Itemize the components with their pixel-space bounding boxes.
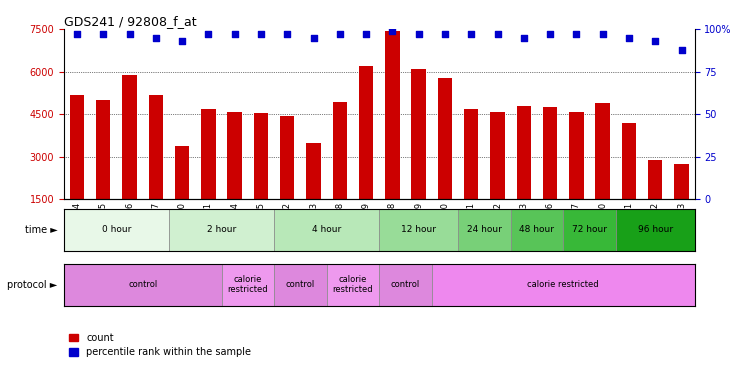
Point [571, 31, 583, 37]
Point [176, 38, 188, 44]
Point [308, 35, 320, 41]
Bar [64, 209, 169, 251]
Point [439, 31, 451, 37]
Bar [464, 109, 478, 242]
Bar [438, 78, 452, 242]
Bar [201, 109, 216, 242]
Bar [274, 264, 327, 306]
Point [544, 31, 556, 37]
Bar [412, 69, 426, 242]
Text: protocol ►: protocol ► [8, 280, 58, 290]
Text: time ►: time ► [25, 225, 58, 235]
Bar [175, 146, 189, 242]
Bar [379, 264, 432, 306]
Text: 12 hour: 12 hour [401, 225, 436, 234]
Bar [254, 113, 268, 242]
Point [492, 31, 504, 37]
Bar [96, 100, 110, 242]
Bar [64, 264, 222, 306]
Text: calorie
restricted: calorie restricted [333, 275, 373, 294]
Bar [385, 31, 400, 242]
Bar [543, 107, 557, 242]
Point [282, 31, 294, 37]
Bar [306, 143, 321, 242]
Bar [490, 112, 505, 242]
Legend: count, percentile rank within the sample: count, percentile rank within the sample [68, 333, 251, 358]
Bar [169, 209, 274, 251]
Bar [432, 264, 695, 306]
Text: control: control [286, 280, 315, 289]
Bar [674, 164, 689, 242]
Bar [648, 160, 662, 242]
Point [676, 47, 688, 53]
Bar [70, 94, 84, 242]
Bar [327, 264, 379, 306]
Bar [280, 116, 294, 242]
Text: control: control [128, 280, 157, 289]
Text: control: control [391, 280, 420, 289]
Bar [517, 106, 531, 242]
Text: calorie restricted: calorie restricted [527, 280, 599, 289]
Point [255, 31, 267, 37]
Bar [274, 209, 379, 251]
Text: 96 hour: 96 hour [638, 225, 673, 234]
Bar [228, 112, 242, 242]
Text: 2 hour: 2 hour [207, 225, 236, 234]
Bar [563, 209, 616, 251]
Point [387, 28, 399, 34]
Bar [379, 209, 458, 251]
Point [597, 31, 609, 37]
Point [334, 31, 346, 37]
Point [649, 38, 661, 44]
Bar [333, 102, 347, 242]
Point [466, 31, 478, 37]
Text: 24 hour: 24 hour [467, 225, 502, 234]
Point [71, 31, 83, 37]
Point [623, 35, 635, 41]
Bar [149, 94, 163, 242]
Bar [616, 209, 695, 251]
Point [203, 31, 215, 37]
Text: 4 hour: 4 hour [312, 225, 341, 234]
Point [150, 35, 162, 41]
Text: 72 hour: 72 hour [572, 225, 607, 234]
Bar [511, 209, 563, 251]
Bar [122, 75, 137, 242]
Text: calorie
restricted: calorie restricted [228, 275, 268, 294]
Bar [622, 123, 636, 242]
Bar [458, 209, 511, 251]
Point [413, 31, 425, 37]
Bar [596, 103, 610, 242]
Point [229, 31, 241, 37]
Bar [359, 66, 373, 242]
Point [518, 35, 530, 41]
Point [98, 31, 110, 37]
Point [124, 31, 136, 37]
Point [360, 31, 372, 37]
Text: GDS241 / 92808_f_at: GDS241 / 92808_f_at [64, 15, 197, 28]
Text: 0 hour: 0 hour [101, 225, 131, 234]
Text: 48 hour: 48 hour [520, 225, 554, 234]
Bar [569, 112, 584, 242]
Bar [222, 264, 274, 306]
